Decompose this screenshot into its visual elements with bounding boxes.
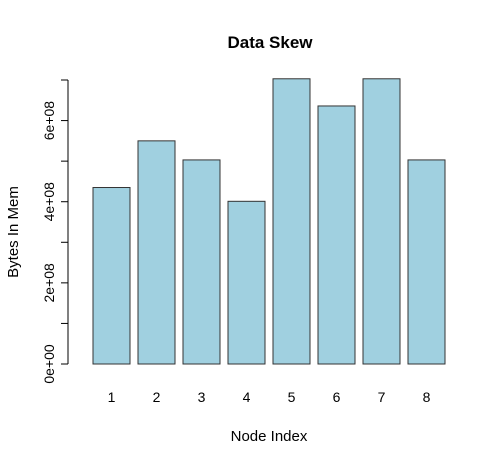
bars-group — [92, 78, 446, 365]
x-tick-label: 8 — [423, 389, 431, 405]
y-tick-label: 6e+08 — [41, 101, 57, 141]
y-tick-label: 0e+00 — [41, 344, 57, 384]
x-tick-label: 7 — [378, 389, 386, 405]
bar-node-4 — [227, 200, 266, 365]
x-tick-labels: 1 2 3 4 5 6 7 8 — [108, 389, 431, 405]
x-axis-label: Node Index — [231, 428, 308, 445]
x-tick-label: 5 — [288, 389, 296, 405]
y-axis: 0e+00 2e+08 4e+08 6e+08 — [41, 79, 69, 384]
x-tick-label: 6 — [333, 389, 341, 405]
bar-node-5 — [272, 78, 311, 365]
bar-node-3 — [182, 159, 221, 365]
y-tick-label: 2e+08 — [41, 263, 57, 303]
bar-node-7 — [362, 78, 401, 365]
bar-node-8 — [407, 159, 446, 365]
y-tick-label: 4e+08 — [41, 182, 57, 222]
x-tick-label: 4 — [243, 389, 251, 405]
x-tick-label: 3 — [198, 389, 206, 405]
x-tick-label: 1 — [108, 389, 116, 405]
x-tick-label: 2 — [153, 389, 161, 405]
chart-title: Data Skew — [227, 33, 313, 52]
y-axis-label: Bytes In Mem — [5, 186, 22, 278]
bar-node-6 — [317, 105, 356, 365]
bar-node-1 — [92, 187, 131, 365]
bar-node-2 — [137, 140, 176, 365]
